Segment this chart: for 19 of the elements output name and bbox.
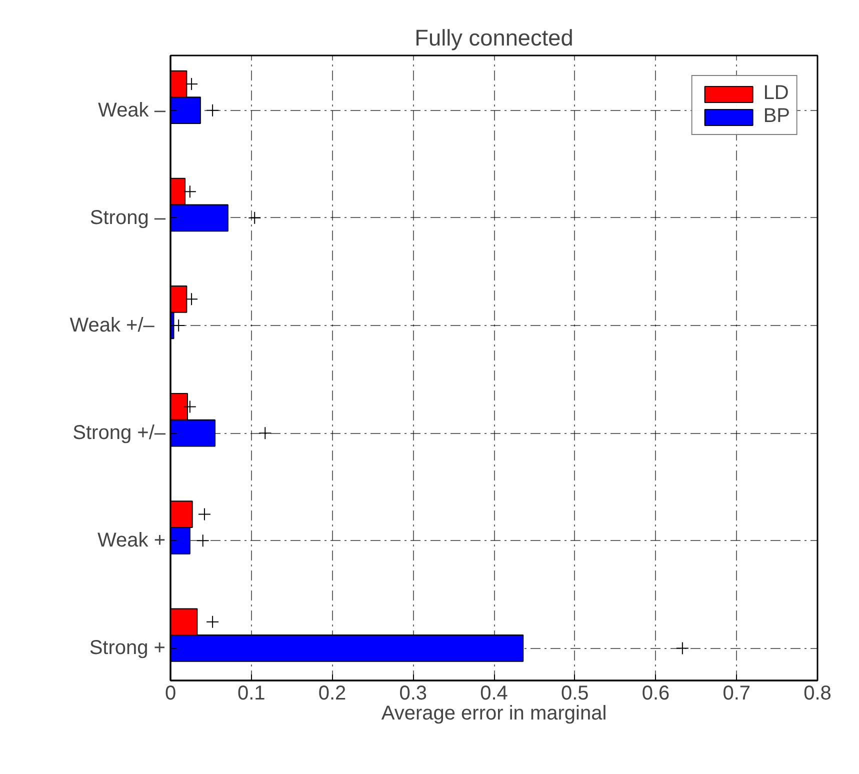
x-tick-label: 0.1 [237, 682, 266, 704]
legend-label: BP [763, 105, 790, 128]
x-tick-label: 0.3 [399, 682, 428, 704]
x-tick-label: 0.2 [318, 682, 346, 704]
y-tick-label: Weak + [98, 530, 166, 552]
x-tick-label: 0.6 [642, 682, 670, 704]
y-tick-label: Strong + [89, 637, 166, 660]
x-tick-label: 0.4 [480, 682, 508, 704]
x-axis-title: Average error in marginal [381, 702, 607, 724]
x-tick-label: 0.8 [804, 682, 832, 704]
y-tick-label: Strong +/– [72, 422, 166, 444]
x-tick-label: 0.5 [560, 682, 589, 704]
legend-label: LD [763, 82, 789, 105]
chart-title: Fully connected [414, 24, 574, 50]
x-tick-label: 0 [164, 682, 176, 704]
y-tick-label: Weak – [98, 99, 166, 122]
x-tick-label: 0.7 [722, 682, 751, 704]
y-tick-label: Strong – [90, 206, 166, 229]
y-tick-label: Weak +/– [70, 314, 156, 337]
